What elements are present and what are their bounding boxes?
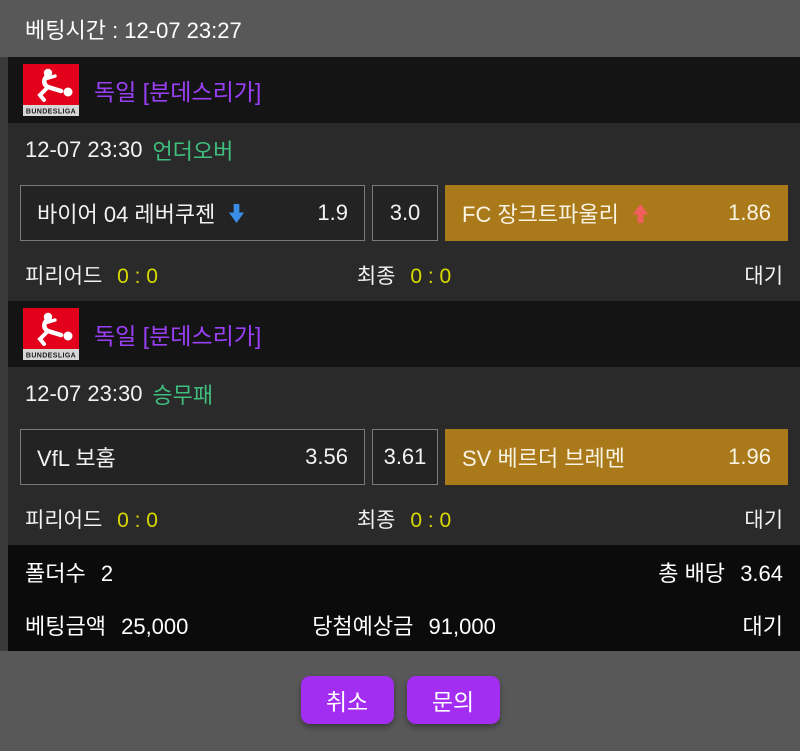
betting-time-bar: 베팅시간 : 12-07 23:27 — [0, 0, 800, 57]
home-odds-cell[interactable]: 바이어 04 레버쿠젠 1.9 — [20, 185, 365, 241]
home-odds-cell[interactable]: VfL 보훔 3.56 — [20, 429, 365, 485]
away-team-name: SV 베르더 브레멘 — [462, 446, 626, 471]
match-card: BUNDESLIGA 독일 [분데스리가] 12-07 23:30 승무패 Vf… — [8, 301, 800, 545]
bet-status: 대기 — [742, 613, 784, 639]
cancel-button[interactable]: 취소 — [300, 676, 394, 724]
svg-text:BUNDESLIGA: BUNDESLIGA — [26, 353, 76, 360]
match-info-row: 12-07 23:30 언더오버 — [8, 123, 800, 177]
inquiry-button[interactable]: 문의 — [406, 676, 500, 724]
match-status: 대기 — [744, 265, 784, 288]
market-type: 승무패 — [152, 383, 214, 408]
league-header: BUNDESLIGA 독일 [분데스리가] — [8, 57, 800, 123]
action-bar: 취소 문의 — [0, 651, 800, 751]
period-label: 피리어드 — [25, 265, 103, 288]
match-card: BUNDESLIGA 독일 [분데스리가] 12-07 23:30 언더오버 바… — [8, 57, 800, 301]
final-label: 최종 — [356, 509, 396, 532]
bet-amount-label: 베팅금액 — [25, 613, 106, 639]
period-score: 0 : 0 — [117, 265, 158, 288]
league-name: 독일 [분데스리가] — [94, 79, 262, 105]
period-label: 피리어드 — [25, 509, 103, 532]
away-odds: 1.96 — [728, 444, 771, 469]
match-time: 12-07 23:30 — [25, 137, 143, 162]
total-odds-label: 총 배당 — [658, 560, 726, 586]
final-score: 0 : 0 — [410, 509, 452, 532]
bet-summary: 폴더수 2 총 배당 3.64 베팅금액 25,000 당첨예상금 91,000… — [8, 545, 800, 651]
home-team-name: VfL 보훔 — [37, 446, 116, 471]
folders-value: 2 — [100, 560, 114, 586]
odds-down-arrow-icon — [229, 203, 245, 223]
summary-row-amounts: 베팅금액 25,000 당첨예상금 91,000 대기 — [25, 598, 783, 651]
odds-up-arrow-icon — [632, 203, 648, 223]
draw-odds-cell[interactable]: 3.61 — [372, 429, 438, 485]
league-name: 독일 [분데스리가] — [94, 323, 262, 349]
home-odds: 3.56 — [305, 444, 348, 469]
draw-odds: 3.61 — [383, 444, 427, 469]
away-odds-cell-selected[interactable]: SV 베르더 브레멘 1.96 — [445, 429, 788, 485]
period-score: 0 : 0 — [117, 509, 158, 532]
match-status: 대기 — [744, 509, 784, 532]
final-score: 0 : 0 — [410, 265, 452, 288]
league-header: BUNDESLIGA 독일 [분데스리가] — [8, 301, 800, 367]
match-info-row: 12-07 23:30 승무패 — [8, 367, 800, 421]
odds-row: 바이어 04 레버쿠젠 1.9 3.0 FC 장크트파울리 — [8, 177, 800, 249]
bundesliga-logo-icon: BUNDESLIGA — [23, 64, 79, 116]
away-team-name: FC 장크트파울리 — [462, 202, 619, 227]
total-odds-value: 3.64 — [740, 560, 784, 586]
market-type: 언더오버 — [152, 139, 234, 164]
match-time: 12-07 23:30 — [25, 381, 143, 406]
final-label: 최종 — [356, 265, 396, 288]
home-odds: 1.9 — [317, 200, 348, 225]
betting-time-label: 베팅시간 : 12-07 23:27 — [25, 17, 242, 43]
draw-odds: 3.0 — [389, 200, 421, 225]
summary-row-folders: 폴더수 2 총 배당 3.64 — [25, 545, 783, 598]
expected-win-label: 당첨예상금 — [312, 613, 414, 639]
away-odds-cell-selected[interactable]: FC 장크트파울리 1.86 — [445, 185, 788, 241]
home-team-name: 바이어 04 레버쿠젠 — [37, 202, 216, 227]
away-odds: 1.86 — [728, 200, 771, 225]
score-status-row: 피리어드 0 : 0 최종 0 : 0 대기 — [8, 493, 800, 545]
svg-text:BUNDESLIGA: BUNDESLIGA — [26, 109, 76, 116]
bet-amount-value: 25,000 — [121, 613, 189, 639]
score-status-row: 피리어드 0 : 0 최종 0 : 0 대기 — [8, 249, 800, 301]
bet-slip: BUNDESLIGA 독일 [분데스리가] 12-07 23:30 언더오버 바… — [0, 57, 800, 651]
draw-odds-cell[interactable]: 3.0 — [372, 185, 438, 241]
folders-label: 폴더수 — [25, 560, 86, 586]
bundesliga-logo-icon: BUNDESLIGA — [23, 308, 79, 360]
odds-row: VfL 보훔 3.56 3.61 SV 베르더 브레멘 1.96 — [8, 421, 800, 493]
expected-win-value: 91,000 — [428, 613, 496, 639]
